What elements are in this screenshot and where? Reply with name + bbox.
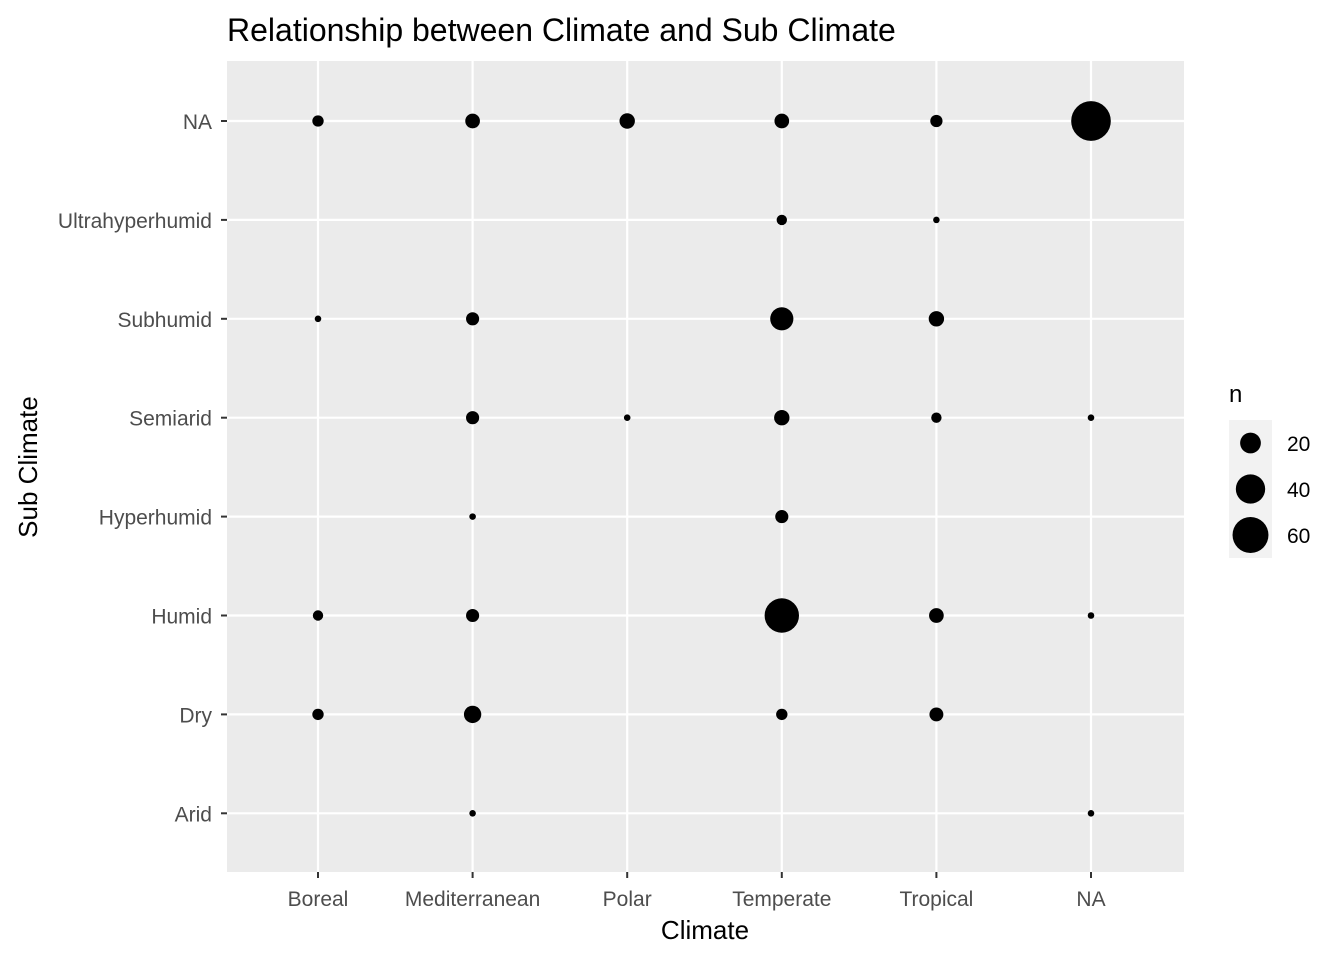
x-tick-label: Mediterranean — [405, 888, 540, 911]
data-point — [623, 414, 631, 421]
data-point — [1087, 414, 1095, 421]
legend-symbol — [1235, 474, 1266, 504]
chart-title: Relationship between Climate and Sub Cli… — [227, 12, 896, 48]
x-tick-label: Polar — [603, 888, 652, 911]
data-point — [469, 810, 476, 817]
data-points — [312, 101, 1111, 817]
y-tick-label: Ultrahyperhumid — [58, 210, 212, 233]
data-point — [312, 708, 324, 721]
data-point — [312, 610, 324, 621]
data-point — [1071, 101, 1111, 141]
x-tick-label: NA — [1076, 888, 1105, 911]
data-point — [1087, 810, 1095, 817]
legend-symbol — [1232, 517, 1269, 553]
data-point — [928, 311, 945, 327]
x-tick-label: Boreal — [288, 888, 349, 911]
data-point — [312, 115, 324, 127]
y-tick-label: Humid — [151, 606, 212, 629]
data-point — [314, 315, 322, 323]
data-point — [764, 598, 800, 633]
data-point — [466, 411, 480, 425]
data-point — [933, 216, 940, 224]
data-point — [774, 410, 790, 426]
y-tick-label: Semiarid — [129, 408, 212, 431]
y-axis-title: Sub Climate — [13, 396, 43, 538]
grid-lines — [227, 61, 1184, 872]
data-point — [619, 113, 635, 129]
data-point — [466, 312, 480, 326]
x-tick-label: Tropical — [899, 888, 973, 911]
y-tick-label: Hyperhumid — [99, 507, 212, 530]
y-tick-label: NA — [183, 111, 212, 134]
data-point — [466, 608, 480, 623]
legend-label: 60 — [1287, 525, 1310, 548]
data-point — [931, 412, 942, 423]
plot-panel — [227, 61, 1184, 872]
x-tick-label: Temperate — [732, 888, 831, 911]
axis-ticks — [221, 120, 1092, 878]
data-point — [776, 708, 788, 721]
legend-symbol — [1240, 432, 1261, 454]
data-point — [929, 608, 944, 623]
data-point — [1087, 612, 1095, 619]
data-point — [770, 307, 794, 331]
legend-label: 20 — [1287, 433, 1310, 456]
y-axis-tick-labels: Arid Dry Humid Hyperhumid Semiarid Subhumid Ul… — [58, 111, 213, 826]
data-point — [469, 513, 476, 520]
y-tick-label: Subhumid — [117, 309, 212, 332]
legend-label: 40 — [1287, 479, 1310, 502]
legend: n 20 40 60 — [1229, 381, 1310, 558]
y-tick-label: Arid — [175, 803, 212, 826]
x-axis-title: Climate — [661, 915, 749, 945]
data-point — [929, 707, 944, 722]
data-point — [775, 510, 789, 524]
data-point — [776, 214, 787, 226]
x-axis-tick-labels: Boreal Mediterranean Polar Temperate Tropica… — [288, 888, 1106, 911]
data-point — [930, 114, 943, 128]
y-tick-label: Dry — [179, 704, 212, 727]
data-point — [463, 705, 482, 724]
data-point — [465, 113, 480, 129]
legend-title: n — [1229, 381, 1242, 408]
data-point — [774, 113, 790, 129]
